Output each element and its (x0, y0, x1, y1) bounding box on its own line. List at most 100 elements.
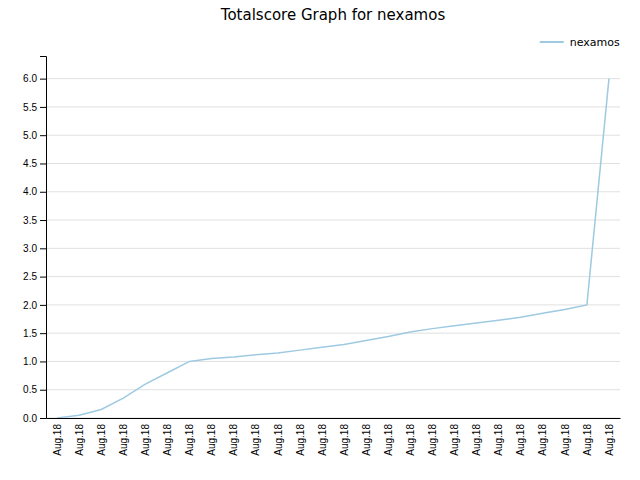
x-tick: Aug.18 (295, 424, 306, 456)
grid-line (46, 248, 620, 249)
x-tick-label: Aug.18 (537, 424, 548, 456)
legend: nexamos (540, 36, 620, 49)
y-tick: 6.0 (23, 73, 46, 84)
y-tick: 4.5 (23, 158, 46, 169)
chart-svg: 0.0 0.5 1.0 1.5 2.0 2.5 3.0 3.5 4.0 4.5 5.0 5.5 6.0 A… (0, 0, 640, 480)
x-tick-label: Aug.18 (449, 424, 460, 456)
plot-area: 0.0 0.5 1.0 1.5 2.0 2.5 3.0 3.5 4.0 4.5 5.0 5.5 6.0 A… (23, 57, 620, 456)
x-tick: Aug.18 (96, 424, 107, 456)
y-tick: 3.5 (23, 215, 46, 226)
grid-line (46, 78, 620, 79)
x-tick: Aug.18 (184, 424, 195, 456)
x-tick-label: Aug.18 (317, 424, 328, 456)
y-tick-label: 1.5 (23, 328, 37, 339)
x-tick: Aug.18 (471, 424, 482, 456)
y-tick-mark (40, 163, 46, 164)
y-tick: 5.0 (23, 130, 46, 141)
x-tick-label: Aug.18 (295, 424, 306, 456)
y-tick-mark (40, 277, 46, 278)
x-tick-label: Aug.18 (250, 424, 261, 456)
grid-line (46, 163, 620, 164)
y-tick: 1.0 (23, 356, 46, 367)
x-tick-label: Aug.18 (515, 424, 526, 456)
y-tick: 0.0 (23, 413, 46, 424)
y-tick-label: 0.5 (23, 384, 37, 395)
grid-line (46, 106, 620, 107)
x-tick: Aug.18 (449, 424, 460, 456)
grid-line (46, 361, 620, 362)
y-tick-mark (40, 79, 46, 80)
grid-line (46, 220, 620, 221)
x-tick-label: Aug.18 (228, 424, 239, 456)
y-tick-label: 0.0 (23, 413, 37, 424)
x-tick-label: Aug.18 (493, 424, 504, 456)
x-axis: Aug.18 Aug.18 Aug.18 Aug.18 Aug.18 Aug.18 Aug.… (47, 419, 621, 456)
y-tick-label: 4.0 (23, 186, 37, 197)
grid-line (46, 191, 620, 192)
x-tick-label: Aug.18 (206, 424, 217, 456)
x-tick-label: Aug.18 (361, 424, 372, 456)
y-tick: 1.5 (23, 328, 46, 339)
legend-label: nexamos (570, 36, 620, 49)
y-tick-mark (40, 333, 46, 334)
y-tick-mark (40, 418, 46, 419)
x-tick-label: Aug.18 (96, 424, 107, 456)
x-tick-label: Aug.18 (339, 424, 350, 456)
x-tick: Aug.18 (339, 424, 350, 456)
x-tick: Aug.18 (604, 424, 615, 456)
y-tick-label: 3.5 (23, 215, 37, 226)
x-tick: Aug.18 (537, 424, 548, 456)
line (57, 79, 609, 418)
x-tick-label: Aug.18 (405, 424, 416, 456)
grid-line (46, 389, 620, 390)
x-tick: Aug.18 (206, 424, 217, 456)
y-tick-mark (40, 192, 46, 193)
y-tick-label: 5.0 (23, 130, 37, 141)
legend-swatch (540, 41, 564, 43)
x-tick-label: Aug.18 (560, 424, 571, 456)
x-tick: Aug.18 (317, 424, 328, 456)
marks (57, 79, 609, 418)
x-tick: Aug.18 (515, 424, 526, 456)
x-tick: Aug.18 (361, 424, 372, 456)
x-tick-label: Aug.18 (273, 424, 284, 456)
y-tick-mark (40, 135, 46, 136)
y-tick-mark (40, 305, 46, 306)
x-axis-line (47, 418, 621, 419)
y-tick-mark (40, 248, 46, 249)
x-tick: Aug.18 (383, 424, 394, 456)
y-tick-label: 5.5 (23, 102, 37, 113)
x-tick: Aug.18 (273, 424, 284, 456)
y-tick: 3.0 (23, 243, 46, 254)
y-tick: 2.5 (23, 271, 46, 282)
y-tick-mark (40, 220, 46, 221)
x-tick-label: Aug.18 (582, 424, 593, 456)
x-tick: Aug.18 (52, 424, 63, 456)
y-tick: 2.0 (23, 300, 46, 311)
y-axis-line (40, 57, 47, 419)
grid-line (46, 418, 620, 419)
grid-line (46, 333, 620, 334)
grid (46, 79, 620, 418)
x-tick-label: Aug.18 (427, 424, 438, 456)
y-tick-mark (40, 107, 46, 108)
x-tick-label: Aug.18 (52, 424, 63, 456)
x-tick-label: Aug.18 (74, 424, 85, 456)
x-tick-label: Aug.18 (140, 424, 151, 456)
x-tick: Aug.18 (74, 424, 85, 456)
x-tick-label: Aug.18 (162, 424, 173, 456)
x-tick: Aug.18 (140, 424, 151, 456)
x-tick: Aug.18 (427, 424, 438, 456)
x-tick: Aug.18 (560, 424, 571, 456)
grid-line (46, 135, 620, 136)
x-tick-label: Aug.18 (604, 424, 615, 456)
x-tick: Aug.18 (405, 424, 416, 456)
y-tick: 4.0 (23, 186, 46, 197)
y-axis: 0.0 0.5 1.0 1.5 2.0 2.5 3.0 3.5 4.0 4.5 5.0 5.5 6.0 (23, 57, 46, 424)
y-tick-label: 4.5 (23, 158, 37, 169)
grid-line (46, 304, 620, 305)
chart-container: 0.0 0.5 1.0 1.5 2.0 2.5 3.0 3.5 4.0 4.5 5.0 5.5 6.0 A… (0, 0, 640, 480)
x-tick: Aug.18 (228, 424, 239, 456)
y-tick-label: 2.5 (23, 271, 37, 282)
x-tick: Aug.18 (250, 424, 261, 456)
